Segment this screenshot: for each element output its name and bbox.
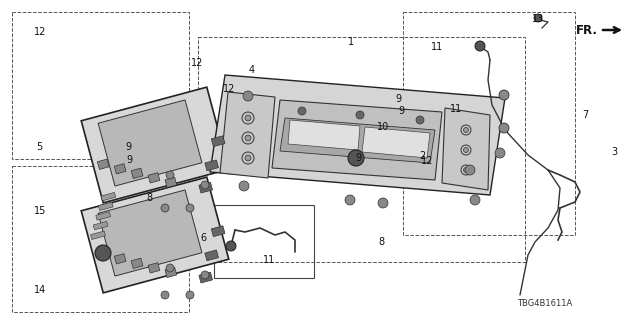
Polygon shape [96,212,111,220]
Polygon shape [148,263,160,273]
Text: 8: 8 [146,193,152,203]
Polygon shape [91,231,106,239]
Text: 4: 4 [248,65,255,75]
Text: 11: 11 [431,42,444,52]
Bar [12,12,189,159]
Text: 13: 13 [531,13,544,24]
Polygon shape [81,177,228,293]
Circle shape [166,264,174,272]
Text: 12: 12 [33,27,46,37]
Circle shape [95,245,111,261]
Circle shape [226,241,236,251]
Circle shape [201,271,209,279]
Text: FR.: FR. [576,23,598,36]
Text: 8: 8 [378,236,385,247]
Polygon shape [81,87,228,203]
Text: 9: 9 [126,155,132,165]
Text: TBG4B1611A: TBG4B1611A [516,299,572,308]
Polygon shape [99,202,113,211]
Text: 12: 12 [421,156,434,166]
Polygon shape [115,254,126,264]
Circle shape [245,135,251,141]
Polygon shape [131,168,143,179]
Text: 3: 3 [611,147,618,157]
Polygon shape [97,159,109,169]
Bar [214,205,314,278]
Circle shape [201,181,209,189]
Circle shape [245,115,251,121]
Circle shape [161,291,169,299]
Polygon shape [98,100,202,186]
Circle shape [499,123,509,133]
Circle shape [298,107,306,115]
Polygon shape [442,108,490,190]
Text: 9: 9 [395,93,401,104]
Polygon shape [220,92,275,178]
Polygon shape [165,177,177,188]
Circle shape [243,91,253,101]
Polygon shape [362,127,430,158]
Text: 14: 14 [33,284,46,295]
Circle shape [345,195,355,205]
Polygon shape [98,190,202,276]
Circle shape [463,167,468,172]
Polygon shape [272,100,442,180]
Circle shape [378,198,388,208]
Polygon shape [199,272,212,283]
Polygon shape [211,136,225,147]
Circle shape [463,148,468,153]
Circle shape [475,41,485,51]
Polygon shape [199,182,212,193]
Circle shape [186,204,194,212]
Polygon shape [205,160,218,171]
Polygon shape [165,267,177,277]
Text: 15: 15 [33,205,46,216]
Polygon shape [93,221,108,230]
Polygon shape [211,226,225,236]
Circle shape [356,111,364,119]
Polygon shape [288,120,360,150]
Text: 12: 12 [191,58,204,68]
Text: 9: 9 [125,141,131,152]
Text: 6: 6 [200,233,207,244]
Bar [403,12,575,235]
Circle shape [245,155,251,161]
Polygon shape [205,250,218,261]
Text: 1: 1 [348,36,354,47]
Text: 11: 11 [450,104,463,115]
Circle shape [470,195,480,205]
Text: 10: 10 [376,122,389,132]
Polygon shape [115,164,126,174]
Text: 12: 12 [223,84,236,94]
Circle shape [186,291,194,299]
Polygon shape [131,258,143,268]
Text: 7: 7 [582,109,589,120]
Polygon shape [210,75,505,195]
Circle shape [348,150,364,166]
Text: 5: 5 [36,141,43,152]
Circle shape [239,181,249,191]
Circle shape [499,90,509,100]
Polygon shape [280,118,435,163]
Circle shape [166,171,174,179]
Bar [198,37,525,262]
Polygon shape [97,249,109,260]
Text: 2: 2 [419,151,426,161]
Bar [12,166,189,312]
Circle shape [463,127,468,132]
Polygon shape [101,192,116,201]
Circle shape [465,165,475,175]
Circle shape [416,116,424,124]
Text: 11: 11 [263,255,276,265]
Circle shape [495,148,505,158]
Circle shape [534,14,542,22]
Circle shape [161,204,169,212]
Polygon shape [148,173,160,183]
Text: 9: 9 [398,106,404,116]
Text: 9: 9 [355,153,362,164]
